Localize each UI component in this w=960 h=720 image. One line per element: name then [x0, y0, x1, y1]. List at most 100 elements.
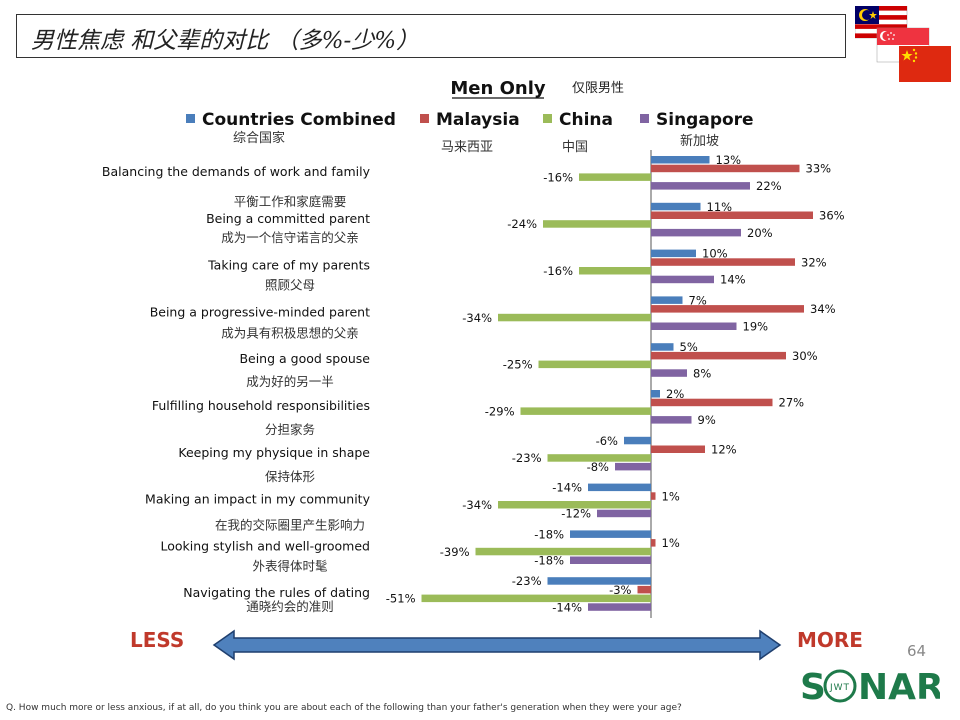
- logo-sub: JWT: [829, 683, 850, 693]
- bar-1-1: [651, 211, 813, 219]
- bar-2-3: [651, 275, 714, 284]
- bar-4-3: [651, 369, 687, 377]
- bar-4-2: [538, 360, 651, 369]
- value-label-7-2: -34%: [462, 498, 492, 512]
- value-label-0-1: 33%: [806, 162, 832, 176]
- bar-2-1: [651, 258, 795, 266]
- question-footnote: Q. How much more or less anxious, if at …: [6, 703, 682, 713]
- value-label-2-3: 14%: [720, 273, 746, 287]
- category-label-cn-6: 保持体形: [265, 469, 316, 484]
- value-label-9-1: -3%: [609, 583, 631, 597]
- logo-circle: [823, 669, 857, 703]
- bar-3-1: [651, 305, 804, 313]
- category-label-5: Fulfilling household responsibilities: [152, 398, 370, 413]
- bar-4-1: [651, 351, 786, 360]
- category-label-6: Keeping my physique in shape: [178, 445, 370, 460]
- value-label-3-1: 34%: [810, 302, 836, 316]
- legend-label-0: Countries Combined: [202, 110, 396, 130]
- category-label-8: Looking stylish and well-groomed: [160, 538, 370, 553]
- china-flag-icon: [899, 46, 951, 82]
- value-label-7-1: 1%: [662, 489, 680, 503]
- page-number: 64: [907, 642, 927, 660]
- sonar-jwt-logo: S JWT NAR: [800, 667, 940, 706]
- legend-label-cn-0: 综合国家: [233, 130, 285, 146]
- category-label-7: Making an impact in my community: [145, 492, 371, 507]
- value-label-8-3: -18%: [534, 554, 564, 568]
- legend-label-cn-3: 新加坡: [680, 133, 719, 149]
- bar-8-3: [570, 556, 651, 564]
- bar-4-0: [651, 343, 674, 351]
- legend-swatch-1: [420, 114, 429, 123]
- category-label-cn-9: 通晓约会的准则: [246, 599, 334, 614]
- bar-6-2: [547, 454, 651, 462]
- category-label-9: Navigating the rules of dating: [183, 585, 370, 600]
- bar-1-0: [651, 202, 701, 211]
- value-label-1-3: 20%: [747, 226, 773, 240]
- value-label-1-2: -24%: [507, 217, 537, 231]
- more-label: MORE: [797, 628, 863, 652]
- value-label-0-0: 13%: [716, 153, 742, 167]
- legend-label-cn-2: 中国: [562, 140, 588, 155]
- value-label-3-3: 19%: [743, 320, 769, 334]
- value-label-7-0: -14%: [552, 481, 582, 495]
- category-label-3: Being a progressive-minded parent: [150, 304, 370, 319]
- value-label-8-2: -39%: [440, 545, 470, 559]
- value-label-3-0: 7%: [689, 293, 707, 307]
- bar-8-1: [651, 539, 656, 547]
- less-label: LESS: [130, 628, 185, 652]
- bar-5-0: [651, 390, 660, 398]
- bar-3-0: [651, 296, 683, 304]
- value-label-9-3: -14%: [552, 600, 582, 614]
- category-label-0: Balancing the demands of work and family: [102, 164, 371, 179]
- bar-0-1: [651, 164, 800, 173]
- value-label-2-0: 10%: [702, 247, 728, 261]
- flags-group: [855, 6, 951, 82]
- bar-0-0: [651, 156, 710, 164]
- value-label-3-2: -34%: [462, 311, 492, 325]
- category-label-cn-7: 在我的交际圈里产生影响力: [215, 518, 365, 533]
- value-label-9-2: -51%: [386, 592, 416, 606]
- value-label-1-1: 36%: [819, 209, 845, 223]
- category-label-cn-1: 成为一个信守诺言的父亲: [221, 230, 359, 245]
- category-label-cn-3: 成为具有积极思想的父亲: [221, 325, 359, 340]
- bar-7-0: [588, 483, 651, 492]
- bar-0-3: [651, 182, 750, 190]
- value-label-8-0: -18%: [534, 527, 564, 541]
- value-label-7-3: -12%: [561, 507, 591, 521]
- bar-8-2: [475, 547, 651, 556]
- bar-6-1: [651, 445, 705, 453]
- bar-8-0: [570, 530, 651, 538]
- logo-s: S: [800, 667, 826, 706]
- value-label-0-2: -16%: [543, 170, 573, 184]
- value-label-5-0: 2%: [666, 387, 684, 401]
- bar-1-3: [651, 228, 741, 237]
- category-label-cn-0: 平衡工作和家庭需要: [234, 194, 347, 209]
- bar-9-0: [547, 577, 651, 585]
- bar-6-3: [615, 462, 651, 471]
- bar-5-1: [651, 398, 773, 407]
- value-label-1-0: 11%: [707, 200, 733, 214]
- value-label-0-3: 22%: [756, 179, 782, 193]
- double-arrow-shape: [212, 629, 782, 661]
- logo-nar: NAR: [858, 667, 940, 706]
- value-label-8-1: 1%: [662, 536, 680, 550]
- bar-3-3: [651, 322, 737, 330]
- category-label-cn-2: 照顾父母: [265, 278, 315, 293]
- legend-label-1: Malaysia: [436, 110, 520, 130]
- value-label-5-2: -29%: [485, 404, 515, 418]
- bar-9-1: [637, 585, 651, 594]
- value-label-4-3: 8%: [693, 366, 711, 380]
- legend-swatch-3: [640, 114, 649, 123]
- bar-2-0: [651, 249, 696, 258]
- bar-5-3: [651, 416, 692, 424]
- malaysia-flag-icon: [855, 6, 908, 39]
- category-label-cn-8: 外表得体时髦: [252, 558, 327, 573]
- value-label-5-3: 9%: [698, 413, 716, 427]
- bar-9-3: [588, 603, 651, 611]
- legend-swatch-0: [186, 114, 195, 123]
- value-label-6-0: -6%: [596, 434, 618, 448]
- value-label-5-1: 27%: [779, 396, 805, 410]
- bar-2-2: [579, 267, 651, 275]
- value-label-2-2: -16%: [543, 264, 573, 278]
- bar-6-0: [624, 436, 651, 445]
